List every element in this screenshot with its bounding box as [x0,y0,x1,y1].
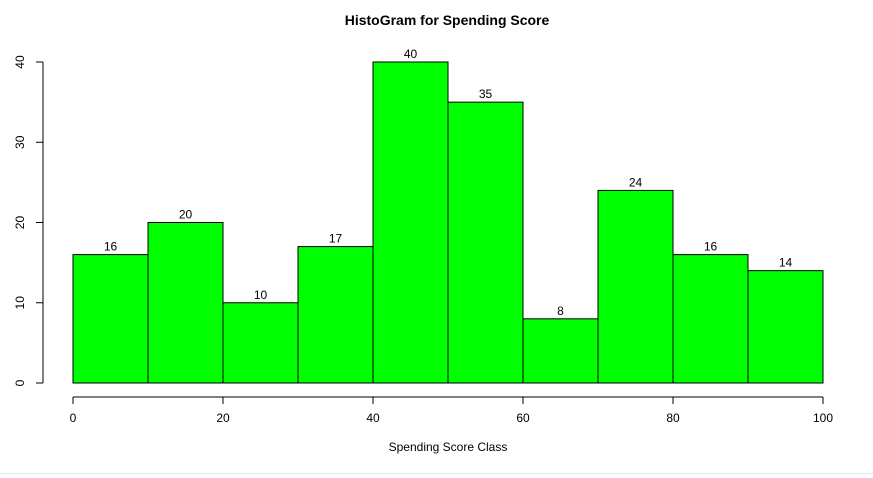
y-axis: 0 10 20 30 40 [13,55,44,386]
bar-count-label: 24 [629,175,643,189]
x-axis-label: Spending Score Class [389,440,508,454]
histogram-bar [72,254,149,384]
bar-count-label: 20 [179,208,193,222]
bar-count-label: 35 [479,87,493,101]
bar-count-label: 16 [704,240,718,254]
histogram-bar [597,189,674,384]
bar-labels-group: 16 20 10 17 40 35 8 24 16 14 [104,47,793,318]
histogram-bar [297,246,374,384]
bar-count-label: 17 [329,232,343,246]
footer-divider [0,473,873,474]
y-tick-label: 20 [13,216,27,230]
x-tick-label: 0 [70,411,77,425]
histogram-bar [447,101,524,384]
bar-count-label: 10 [254,288,268,302]
y-tick-label: 30 [13,135,27,149]
x-tick-label: 60 [516,411,530,425]
x-tick-label: 40 [366,411,380,425]
histogram-bar [747,270,824,384]
bars-group [72,61,824,384]
x-tick-label: 20 [216,411,230,425]
histogram-bar [147,222,224,384]
histogram-bar [522,318,599,384]
bar-count-label: 8 [557,304,564,318]
x-tick-label: 100 [813,411,833,425]
histogram-bar [672,254,749,384]
bar-count-label: 40 [404,47,418,61]
bar-count-label: 16 [104,240,118,254]
histogram-bar [372,61,449,384]
histogram-bar [222,302,299,384]
y-tick-label: 40 [13,55,27,69]
y-tick-label: 10 [13,296,27,310]
bar-count-label: 14 [779,256,793,270]
y-tick-label: 0 [13,379,27,386]
chart-title: HistoGram for Spending Score [345,12,550,28]
x-tick-label: 80 [666,411,680,425]
x-axis: 0 20 40 60 80 100 [70,396,833,425]
